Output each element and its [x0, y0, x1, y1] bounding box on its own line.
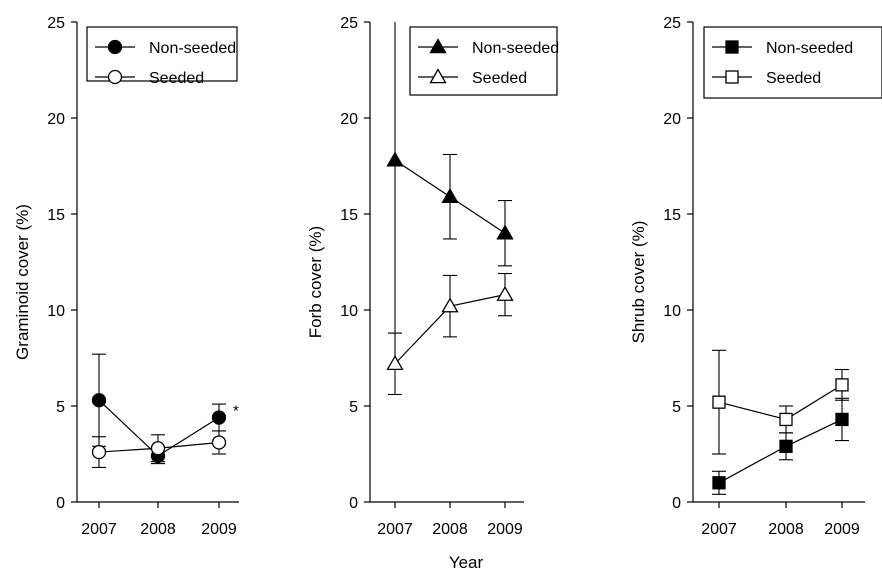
y-tick-label: 25 [340, 15, 358, 32]
data-point [496, 224, 514, 240]
y-tick-label: 10 [340, 303, 358, 320]
data-point [779, 412, 793, 427]
data-point [211, 435, 227, 450]
x-tick-label: 2007 [701, 521, 737, 538]
y-tick-label: 5 [349, 399, 358, 416]
legend-marker [725, 40, 739, 54]
legend-item: Seeded [95, 69, 204, 87]
series-seeded [386, 272, 514, 396]
y-tick-label: 20 [47, 111, 65, 128]
x-tick-label: 2009 [824, 521, 860, 538]
data-point [386, 354, 404, 371]
data-point [712, 395, 726, 409]
x-tick-label: 2008 [768, 521, 804, 538]
y-tick-label: 25 [47, 15, 65, 32]
legend: Non-seeded Seeded [703, 26, 882, 99]
x-tick-label: 2007 [377, 521, 413, 538]
y-tick-label: 25 [663, 15, 681, 32]
data-point [150, 441, 166, 456]
legend-box [703, 26, 882, 99]
y-axis-label: Shrub cover (%) [629, 221, 648, 344]
y-axis-label: Graminoid cover (%) [13, 204, 32, 360]
chart-panel: 0 5 10 15 20 25 2007 2008 2009 Graminoid cover (%… [13, 15, 239, 538]
series-non-seeded [386, 22, 514, 334]
x-tick-label: 2007 [81, 521, 117, 538]
x-tick-label: 2008 [140, 521, 176, 538]
data-point [835, 412, 849, 427]
y-tick-label: 0 [672, 495, 681, 512]
y-tick-label: 0 [349, 495, 358, 512]
legend-label: Non-seeded [149, 40, 236, 57]
y-tick-label: 15 [340, 207, 358, 224]
data-point [441, 187, 459, 203]
legend-marker [107, 39, 123, 55]
series-seeded [91, 430, 227, 468]
data-point [386, 151, 404, 167]
y-tick-label: 20 [663, 111, 681, 128]
data-point [779, 439, 793, 453]
series-seeded [712, 349, 849, 455]
y-axis-label: Forb cover (%) [306, 226, 325, 338]
data-point [91, 393, 107, 408]
y-tick-label: 15 [47, 207, 65, 224]
data-point [835, 378, 849, 392]
chart-panel: 0 5 10 15 20 25 2007 2008 2009 Forb cover (%) Non-… [306, 15, 559, 538]
legend-label: Seeded [149, 70, 204, 87]
legend-marker [429, 68, 447, 84]
data-point [91, 444, 107, 460]
legend-marker [725, 70, 739, 84]
legend-box [409, 26, 558, 96]
y-tick-label: 0 [56, 495, 65, 512]
legend-label: Seeded [766, 70, 821, 87]
y-tick-label: 5 [672, 399, 681, 416]
legend-label: Non-seeded [766, 40, 853, 57]
legend-label: Seeded [472, 70, 527, 87]
legend-item: Seeded [418, 68, 527, 87]
legend-item: Seeded [712, 70, 821, 87]
legend-item: Non-seeded [418, 38, 559, 57]
y-tick-label: 5 [56, 399, 65, 416]
x-tick-label: 2008 [432, 521, 468, 538]
data-point [712, 476, 726, 490]
legend: Non-seeded Seeded [409, 26, 559, 96]
significance-asterisk: * [233, 403, 239, 420]
y-tick-label: 10 [47, 303, 65, 320]
chart-panel: 0 5 10 15 20 25 2007 2008 2009 Shrub cover (%) Non… [629, 15, 882, 538]
y-tick-label: 15 [663, 207, 681, 224]
data-point [441, 297, 459, 313]
y-tick-label: 10 [663, 303, 681, 320]
legend-item: Non-seeded [712, 40, 853, 57]
legend-marker [107, 69, 123, 85]
data-point [496, 285, 514, 301]
x-axis-label: Year [449, 553, 484, 572]
data-point [211, 410, 227, 425]
x-tick-label: 2009 [201, 521, 237, 538]
series-non-seeded [712, 397, 849, 495]
y-tick-label: 20 [340, 111, 358, 128]
legend: Non-seeded Seeded [86, 26, 238, 87]
legend-item: Non-seeded [95, 39, 236, 57]
legend-label: Non-seeded [472, 40, 559, 57]
x-tick-label: 2009 [487, 521, 523, 538]
legend-marker [429, 38, 447, 54]
